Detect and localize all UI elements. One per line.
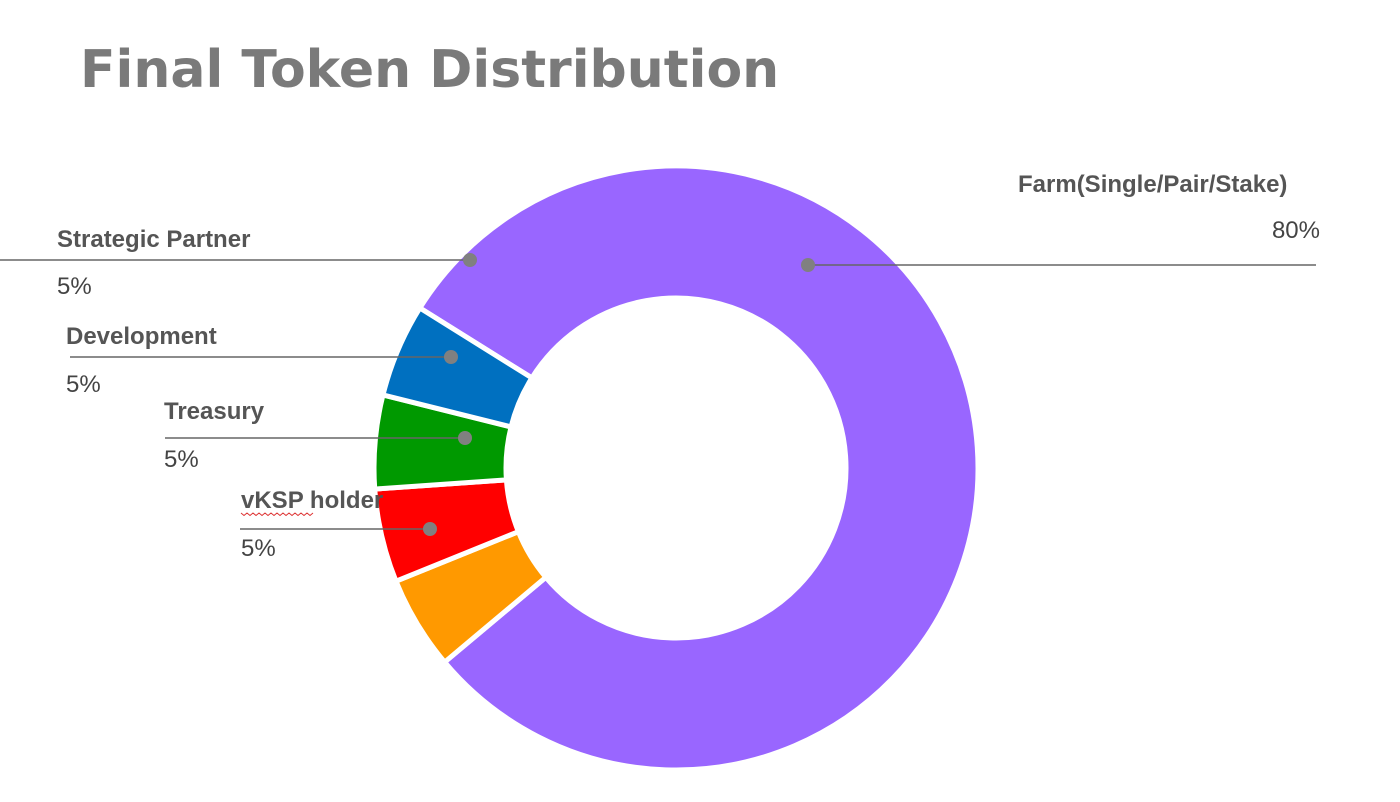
chart-title: Final Token Distribution <box>80 40 780 100</box>
spellcheck-underline <box>240 512 314 517</box>
leader-dot-treasury <box>458 431 472 445</box>
leader-dot-farm-single-pair-stake <box>801 258 815 272</box>
slice-value-farm-single-pair-stake: 80% <box>1272 217 1320 244</box>
slices-group <box>371 163 981 773</box>
leader-dot-strategic-partner <box>463 253 477 267</box>
slice-label-treasury: Treasury <box>164 398 265 425</box>
slice-farm-single-pair-stake <box>417 163 981 773</box>
slice-value-strategic-partner: 5% <box>57 273 92 300</box>
slice-value-vksp-holder: 5% <box>241 535 276 562</box>
slice-label-development: Development <box>66 323 217 350</box>
labels-group: Farm(Single/Pair/Stake) 80% vKSP holder 5% T… <box>0 171 1320 562</box>
slice-strategic-partner <box>380 305 535 430</box>
leader-dot-vksp-holder <box>423 522 437 536</box>
leader-dot-development <box>444 350 458 364</box>
slice-label-vksp-holder: vKSP holder <box>241 487 383 514</box>
slice-label-farm-single-pair-stake: Farm(Single/Pair/Stake) <box>1018 171 1287 198</box>
slice-value-treasury: 5% <box>164 446 199 473</box>
slice-label-strategic-partner: Strategic Partner <box>57 226 250 253</box>
slice-value-development: 5% <box>66 371 101 398</box>
